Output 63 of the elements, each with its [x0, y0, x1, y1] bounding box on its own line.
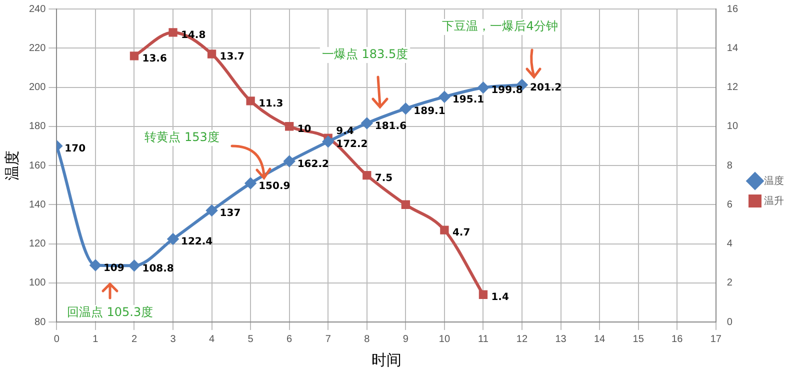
x-tick-label: 4: [209, 334, 216, 345]
legend-label: 温升: [764, 194, 784, 207]
y-tick-label: 160: [28, 160, 46, 172]
y-tick-label: 120: [28, 238, 46, 250]
data-label: 199.8: [491, 85, 523, 96]
data-label: 10: [297, 124, 312, 135]
x-tick-label: 11: [478, 334, 489, 345]
x-tick-label: 17: [710, 334, 722, 345]
annotation: 一爆点 183.5度: [322, 47, 408, 62]
y2-tick-label: 16: [726, 4, 738, 15]
data-label: 150.9: [258, 180, 290, 192]
data-label: 172.2: [336, 139, 368, 150]
x-tick-label: 1: [92, 334, 99, 345]
y2-tick-label: 2: [726, 278, 733, 289]
y-tick-label: 200: [28, 82, 46, 93]
x-tick-label: 12: [516, 334, 528, 345]
y-tick-label: 100: [28, 278, 46, 289]
y2-tick-label: 12: [726, 82, 738, 93]
x-tick-label: 0: [54, 334, 60, 345]
data-label: 137: [220, 208, 241, 220]
y-axis-title: 温度: [2, 150, 21, 180]
data-label: 162.2: [297, 158, 330, 170]
y2-tick-label: 10: [726, 121, 738, 132]
data-label: 13.6: [142, 54, 167, 65]
data-label: 4.7: [452, 228, 470, 239]
y2-tick-label: 4: [726, 238, 733, 250]
data-label: 7.5: [374, 172, 393, 184]
data-label: 108.8: [142, 263, 174, 274]
data-label: 11.3: [258, 98, 284, 110]
x-tick-label: 14: [594, 334, 606, 345]
x-tick-label: 9: [402, 334, 409, 345]
data-label: 122.4: [181, 236, 213, 248]
x-tick-label: 10: [438, 334, 450, 345]
y2-tick-label: 8: [726, 160, 733, 172]
data-label: 201.2: [530, 82, 562, 94]
x-tick-label: 2: [131, 334, 138, 345]
x-tick-label: 16: [672, 334, 684, 345]
y2-tick-label: 14: [726, 42, 738, 54]
data-label: 1.4: [491, 292, 509, 304]
x-tick-label: 15: [632, 334, 644, 345]
y-tick-label: 80: [34, 316, 46, 328]
annotation: 下豆温，一爆后4分钟: [442, 19, 558, 34]
x-tick-label: 8: [364, 334, 370, 345]
x-tick-label: 6: [286, 334, 293, 345]
legend-label: 温度: [764, 174, 784, 187]
x-axis-title: 时间: [371, 350, 402, 369]
y2-tick-label: 6: [726, 199, 733, 210]
x-tick-label: 5: [248, 334, 254, 345]
y-tick-label: 140: [28, 199, 46, 210]
data-label: 181.6: [374, 120, 407, 132]
data-label: 170: [64, 144, 86, 155]
annotation: 转黄点 153度: [144, 130, 220, 144]
x-tick-label: 7: [325, 334, 332, 345]
x-tick-label: 3: [170, 334, 176, 345]
data-label: 13.7: [220, 52, 245, 63]
x-tick-label: 13: [555, 334, 567, 345]
y-tick-label: 180: [28, 121, 46, 132]
y2-tick-label: 0: [726, 316, 733, 328]
y-tick-label: 220: [28, 42, 46, 54]
y-tick-label: 240: [28, 4, 46, 15]
annotation: 回温点 105.3度: [66, 305, 154, 320]
data-label: 195.1: [452, 94, 484, 106]
data-label: 189.1: [414, 106, 446, 118]
